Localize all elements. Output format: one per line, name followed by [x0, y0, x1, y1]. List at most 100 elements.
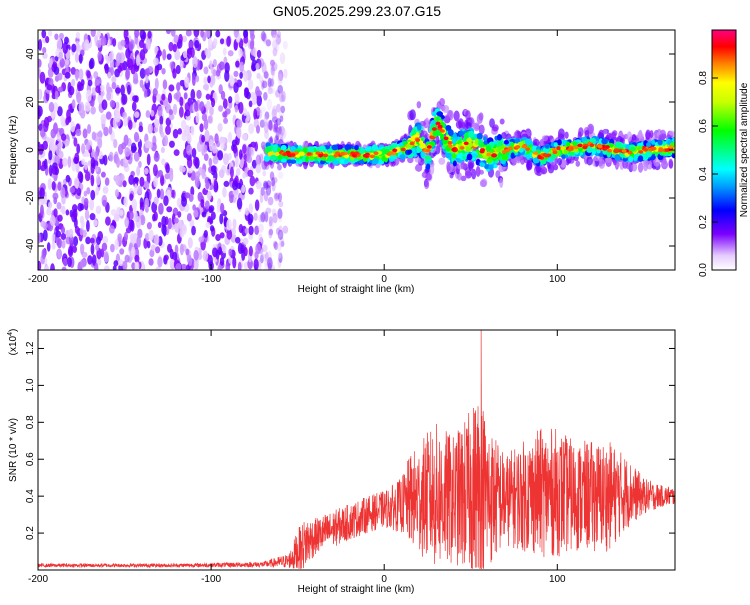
heatmap-cell: [38, 260, 42, 270]
heatmap-cell: [332, 159, 340, 166]
heatmap-cell: [277, 210, 283, 223]
heatmap-cell: [235, 60, 240, 68]
heatmap-cell: [272, 212, 278, 224]
heatmap-cell: [116, 156, 121, 168]
heatmap-cell: [203, 76, 208, 85]
snr-xlabel: Height of straight line (km): [298, 584, 415, 595]
heatmap-cell: [125, 67, 131, 80]
heatmap-cell: [201, 113, 208, 122]
heatmap-cell: [228, 248, 233, 257]
heatmap-cell: [169, 140, 175, 148]
heatmap-cell: [339, 152, 345, 156]
heatmap-cell: [134, 111, 140, 118]
heatmap-cell: [110, 67, 114, 76]
heatmap-cell: [148, 258, 154, 266]
heatmap-cell: [213, 38, 218, 46]
heatmap-cell: [436, 111, 444, 117]
spectrogram-xlabel: Height of straight line (km): [298, 284, 415, 295]
heatmap-cell: [219, 213, 224, 225]
heatmap-cell: [358, 148, 365, 155]
heatmap-cell: [97, 51, 102, 62]
heatmap-cell: [638, 150, 644, 154]
heatmap-cell: [101, 99, 108, 111]
heatmap-cell: [187, 237, 193, 249]
heatmap-cell: [90, 106, 96, 115]
heatmap-cell: [218, 168, 225, 179]
heatmap-cell: [286, 159, 293, 164]
heatmap-cell: [119, 209, 124, 216]
heatmap-cell: [272, 176, 278, 184]
heatmap-cell: [549, 153, 557, 160]
heatmap-cell: [604, 145, 610, 149]
heatmap-cell: [185, 248, 190, 256]
heatmap-cell: [254, 225, 260, 235]
heatmap-cell: [93, 219, 98, 227]
y-tick-label: 0.8: [25, 415, 36, 429]
heatmap-cell: [85, 236, 91, 245]
y-tick-label: 40: [25, 48, 36, 60]
heatmap-cell: [253, 108, 258, 121]
heatmap-cell: [392, 148, 398, 153]
heatmap-cell: [259, 153, 264, 164]
heatmap-cell: [88, 59, 94, 70]
heatmap-cell: [278, 92, 285, 103]
heatmap-cell: [147, 30, 152, 39]
heatmap-cell: [416, 146, 422, 154]
heatmap-cell: [270, 77, 275, 88]
heatmap-cell: [263, 180, 269, 189]
heatmap-cell: [495, 148, 502, 153]
heatmap-cell: [207, 75, 211, 84]
heatmap-cell: [335, 151, 341, 155]
heatmap-cell: [57, 248, 62, 259]
heatmap-cell: [267, 262, 272, 270]
heatmap-cell: [93, 71, 99, 79]
heatmap-cell: [575, 160, 581, 167]
heatmap-cell: [263, 91, 268, 101]
heatmap-cell: [61, 205, 66, 215]
heatmap-cell: [137, 185, 143, 195]
heatmap-cell: [256, 72, 261, 80]
heatmap-cell: [157, 169, 163, 178]
heatmap-cell: [501, 153, 508, 161]
heatmap-cell: [38, 68, 41, 77]
heatmap-cell: [38, 58, 42, 68]
heatmap-cell: [275, 34, 281, 45]
heatmap-cell: [465, 110, 471, 121]
y-tick-label: 1.0: [25, 378, 36, 392]
spectrogram-heatmap: [38, 30, 675, 270]
heatmap-cell: [123, 116, 128, 127]
heatmap-cell: [177, 128, 183, 135]
heatmap-cell: [532, 151, 538, 155]
heatmap-cell: [658, 147, 664, 151]
heatmap-cell: [146, 172, 151, 185]
heatmap-cell: [388, 151, 394, 155]
heatmap-cell: [95, 85, 101, 94]
heatmap-cell: [140, 260, 145, 270]
heatmap-cell: [74, 52, 79, 63]
heatmap-cell: [589, 138, 597, 143]
heatmap-cell: [241, 184, 246, 194]
heatmap-cell: [261, 62, 267, 74]
heatmap-cell: [49, 139, 55, 152]
heatmap-cell: [228, 96, 233, 104]
heatmap-cell: [488, 164, 494, 170]
heatmap-cell: [273, 241, 279, 251]
heatmap-cell: [202, 83, 209, 91]
heatmap-cell: [630, 147, 636, 152]
heatmap-cell: [281, 90, 286, 103]
heatmap-cell: [123, 196, 128, 208]
heatmap-cell: [668, 145, 674, 149]
heatmap-cell: [546, 153, 552, 158]
snr-ticks: -200 -100 0 100 0.2 0.4 0.6 0.8 1.0 1.2: [25, 330, 675, 585]
heatmap-cell: [138, 160, 142, 168]
heatmap-cell: [278, 110, 285, 119]
heatmap-cell: [215, 30, 221, 38]
heatmap-cell: [247, 79, 254, 90]
heatmap-cell: [459, 146, 465, 150]
heatmap-cell: [135, 216, 142, 229]
heatmap-cell: [478, 169, 484, 175]
heatmap-cell: [272, 47, 278, 57]
heatmap-cell: [260, 186, 265, 196]
heatmap-cell: [55, 230, 62, 238]
heatmap-cell: [442, 139, 448, 145]
